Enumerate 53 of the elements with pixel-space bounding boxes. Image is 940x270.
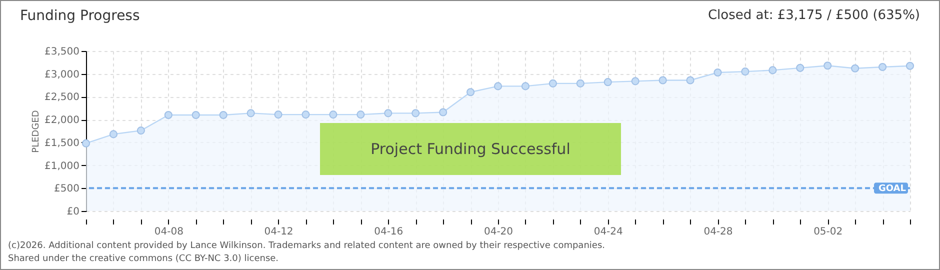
point: [274, 110, 282, 119]
x-tick-label: 04-28: [704, 226, 733, 238]
banner: Project Funding Successful: [320, 123, 621, 175]
point: [768, 66, 777, 74]
text: Shared under the creative commons (CC BY-NC 3.0) license.: [8, 253, 280, 266]
point: [82, 139, 90, 148]
chart-title: Funding Progress: [20, 8, 140, 24]
ref-line-label: GOAL: [878, 184, 906, 194]
x-tick-label: 05-02: [814, 226, 843, 238]
point: [796, 64, 804, 72]
point: [412, 109, 420, 118]
point: [494, 82, 502, 90]
y-tick-label: £1,500: [44, 138, 80, 149]
point: [164, 110, 172, 120]
point: [824, 62, 832, 70]
point: [521, 82, 530, 90]
x-tick-label: 04-12: [264, 226, 294, 238]
point: [741, 68, 750, 76]
point: [302, 110, 310, 119]
point: [604, 78, 612, 86]
y-tick-label: £2,500: [44, 92, 80, 104]
text: Closed at: £3,175 / £500 (635%): [708, 8, 920, 23]
point: [384, 109, 392, 118]
point: [714, 68, 722, 77]
point: [658, 76, 667, 84]
point: [851, 64, 860, 72]
point: [576, 79, 584, 88]
y-tick-label: £3,500: [44, 46, 80, 58]
point: [219, 110, 228, 120]
x-tick-label: 04-20: [484, 226, 514, 238]
point: [356, 110, 365, 119]
x-tick-label: 04-16: [374, 226, 404, 238]
y-tick-label: £500: [54, 184, 80, 195]
point: [466, 88, 475, 96]
point: [631, 77, 640, 86]
x-tick-label: 04-24: [594, 226, 623, 238]
point: [109, 130, 118, 138]
point: [329, 110, 338, 119]
point: [878, 62, 887, 72]
x-tick-label: 04-08: [154, 226, 184, 238]
text: (c)2026. Additional content provided by Lance Wilkinson. Trademarks and related content are owned by their respective companies.: [8, 240, 605, 253]
point: [439, 108, 448, 116]
point: [548, 79, 557, 88]
y-axis-title: PLEDGED: [32, 110, 42, 153]
y-tick-label: £0: [66, 206, 80, 218]
point: [192, 110, 200, 120]
point: [686, 76, 694, 84]
y-tick-label: £1,000: [44, 160, 80, 172]
point: [906, 62, 914, 70]
y-tick-label: £3,000: [44, 69, 80, 80]
y-tick-label: £2,000: [44, 115, 80, 126]
point: [246, 109, 255, 118]
point: [136, 126, 145, 135]
